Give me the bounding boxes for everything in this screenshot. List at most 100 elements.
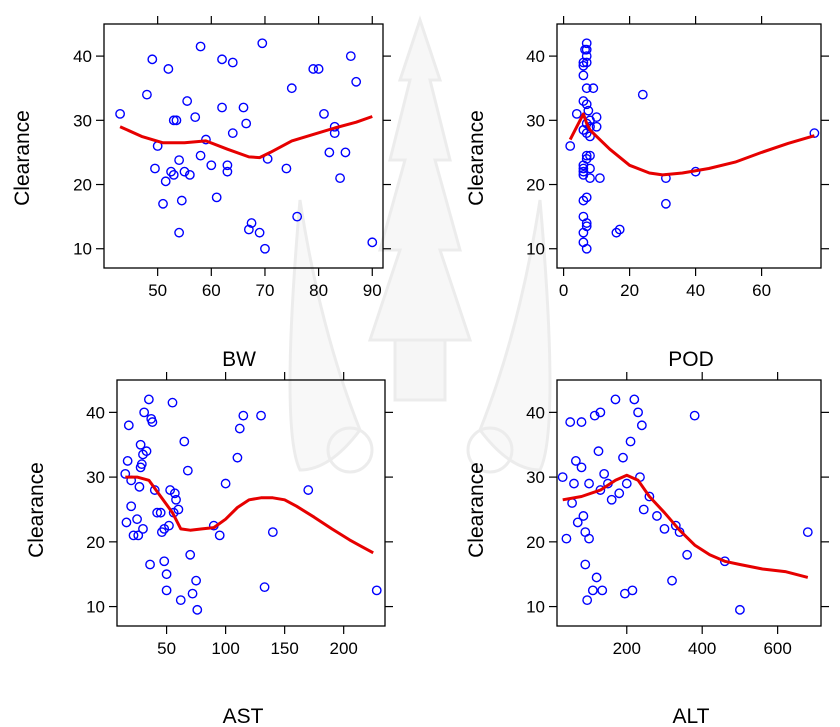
bw-smooth-line <box>119 115 373 160</box>
bw-data-point <box>217 102 227 113</box>
alt-data-point <box>621 478 632 489</box>
alt-data-point <box>565 417 576 427</box>
alt-data-point <box>636 420 647 431</box>
alt-data-point <box>614 488 625 499</box>
bw-data-point <box>286 83 297 94</box>
ast-y-axis-title: Clearance <box>25 462 48 558</box>
ast-data-point <box>141 446 152 457</box>
pod-smooth-line <box>568 112 815 177</box>
pod-x-tick-label: 0 <box>559 281 568 300</box>
alt-data-point <box>644 491 655 502</box>
bw-y-tick-label: 30 <box>73 111 92 130</box>
bw-data-point <box>257 38 268 49</box>
bw-y-tick-label: 10 <box>73 240 92 259</box>
pod-x-axis-title: POD <box>668 348 714 371</box>
ast-data-point <box>173 504 184 515</box>
ast-data-point <box>187 588 198 599</box>
bw-data-point <box>222 160 233 171</box>
bw-data-point <box>246 218 257 228</box>
pod-data-point <box>661 198 671 209</box>
pod-y-tick-label: 40 <box>526 47 545 66</box>
alt-data-point <box>584 533 594 544</box>
bw-data-point <box>351 76 362 87</box>
bw-data-point <box>211 192 222 203</box>
bw-data-point <box>166 166 176 177</box>
pod-data-point <box>578 163 589 174</box>
bw-data-point <box>281 163 292 174</box>
alt-data-point <box>576 462 587 473</box>
alt-data-point <box>572 517 583 528</box>
alt-data-point <box>578 511 589 521</box>
alt-data-point <box>589 410 600 421</box>
bw-data-point <box>176 195 187 206</box>
ast-data-point <box>122 456 133 466</box>
alt-data-point <box>689 410 700 421</box>
ast-data-point <box>155 507 166 518</box>
alt-data-point <box>580 559 591 570</box>
pod-data-point <box>585 131 595 142</box>
bw-data-point <box>158 198 168 209</box>
alt-data-point <box>610 394 621 405</box>
pod-data-point <box>581 38 592 49</box>
alt-x-axis-title: ALT <box>673 705 710 727</box>
bw-data-point <box>324 147 335 158</box>
pod-data-point <box>809 128 820 139</box>
alt-data-point <box>557 472 568 483</box>
ast-data-point <box>132 514 142 525</box>
alt-data-point <box>802 527 813 538</box>
ast-data-point <box>121 517 132 528</box>
bw-data-point <box>313 64 324 74</box>
ast-data-point <box>169 488 180 499</box>
alt-y-tick-label: 40 <box>526 403 545 422</box>
pod-y-tick-label: 30 <box>526 111 545 130</box>
pod-data-point <box>565 141 576 151</box>
bw-data-point <box>222 166 233 177</box>
alt-y-tick-label: 20 <box>526 533 545 552</box>
pod-data-point <box>581 83 592 94</box>
ast-data-point <box>175 595 186 606</box>
bw-data-point <box>195 150 206 161</box>
ast-data-point <box>179 436 190 447</box>
pod-x-tick-label: 20 <box>620 281 639 300</box>
bw-data-point <box>238 102 249 113</box>
bw-data-point <box>367 237 378 248</box>
pod-y-tick-label: 20 <box>526 176 545 195</box>
alt-data-point <box>629 394 640 405</box>
ast-data-point <box>161 569 172 580</box>
ast-data-point <box>371 585 382 596</box>
pod-data-point <box>581 99 592 110</box>
pod-panel: POD Clearance 0 20 40 60 10 20 30 40 <box>465 16 829 371</box>
bw-data-point <box>147 54 158 65</box>
alt-data-point <box>606 494 617 505</box>
ast-x-tick-label: 50 <box>157 639 176 658</box>
pod-data-point <box>578 96 589 106</box>
alt-data-point <box>582 595 593 606</box>
ast-data-point <box>220 478 231 489</box>
ast-data-point <box>192 604 203 615</box>
alt-data-point <box>593 446 604 457</box>
ast-data-point <box>232 452 243 463</box>
bw-data-point <box>227 57 238 68</box>
alt-plot-frame <box>556 379 822 627</box>
ast-data-point <box>303 485 314 495</box>
bw-data-point <box>168 169 179 180</box>
pod-data-point <box>581 150 592 161</box>
ast-y-tick-label: 10 <box>86 598 105 617</box>
ast-data-point <box>152 507 163 518</box>
pod-data-point <box>578 60 589 71</box>
pod-data-point <box>581 57 592 68</box>
pod-data-point <box>591 121 602 132</box>
pod-data-point <box>581 218 592 228</box>
bw-plot-area <box>115 38 378 254</box>
pod-data-point <box>585 173 595 184</box>
ast-panel: AST Clearance 50 100 150 200 10 20 30 40 <box>25 372 393 727</box>
pod-data-point <box>581 44 592 55</box>
alt-data-point <box>618 452 628 463</box>
ast-y-tick-label: 40 <box>86 403 105 422</box>
pod-data-point <box>585 150 595 161</box>
ast-data-point <box>167 397 178 408</box>
alt-data-point <box>576 417 587 427</box>
bw-data-point <box>206 160 217 171</box>
bw-x-tick-label: 80 <box>309 281 328 300</box>
